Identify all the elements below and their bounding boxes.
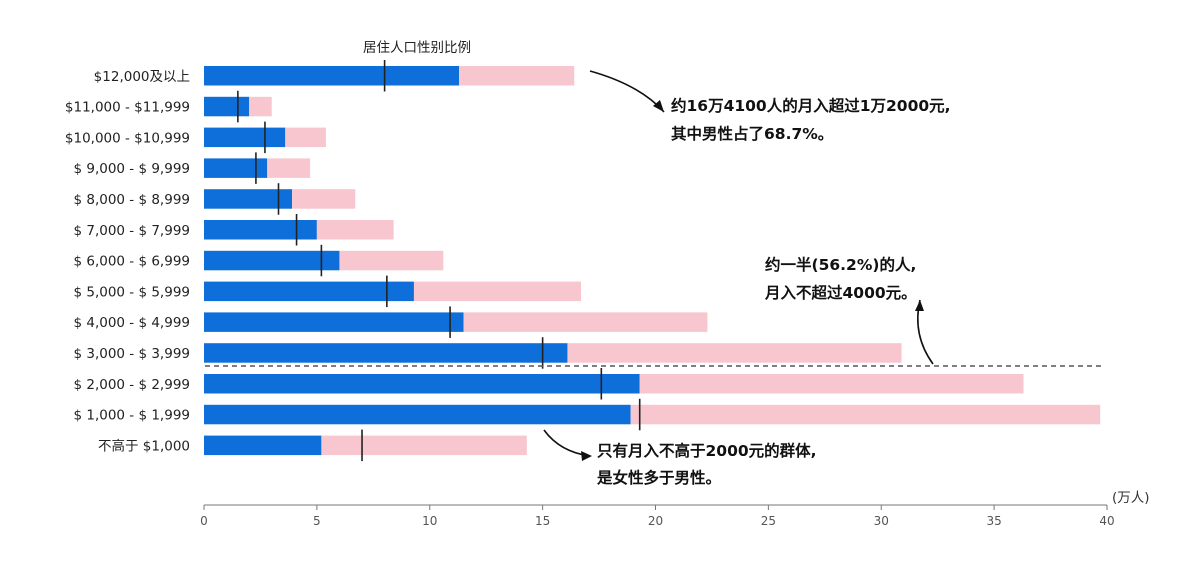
bar-segment-female: [249, 96, 272, 117]
bar-segment-male: [204, 96, 250, 117]
bar-segment-female: [463, 312, 708, 332]
category-labels: $12,000及以上 $11,000 - $11,999 $10,000 - $10…: [65, 69, 190, 455]
category-label: $12,000及以上: [94, 69, 190, 85]
x-axis-tick-label: 35: [986, 514, 1001, 528]
annotation-middle-line1: 约一半(56.2%)的人,: [765, 255, 916, 274]
x-axis-unit-label: (万人): [1112, 490, 1150, 506]
annotation-middle-line2: 月入不超过4000元。: [764, 283, 917, 302]
bar-segment-male: [204, 189, 293, 209]
bar-segment-female: [267, 158, 311, 178]
category-label: $ 3,000 - $ 3,999: [73, 346, 190, 362]
annotation-top-line2: 其中男性占了68.7%。: [671, 124, 833, 143]
x-axis-tick-label: 25: [761, 514, 776, 528]
annotation-bottom-line2: 是女性多于男性。: [596, 468, 721, 487]
bar-segment-male: [204, 404, 631, 425]
bar-segment-male: [204, 435, 322, 456]
annotation-top-line1: 约16万4100人的月入超过1万2000元,: [671, 96, 951, 115]
category-label: $ 2,000 - $ 2,999: [73, 377, 190, 393]
category-label: $10,000 - $10,999: [65, 130, 190, 146]
bar-segment-female: [316, 220, 394, 240]
category-label: $ 5,000 - $ 5,999: [73, 284, 190, 300]
bar-segment-male: [204, 66, 460, 86]
annotation-arrow-middle: [915, 299, 934, 365]
category-label: $11,000 - $11,999: [65, 100, 190, 116]
bar-segment-male: [204, 343, 568, 363]
x-axis-tick-label: 10: [422, 514, 437, 528]
category-label: $ 9,000 - $ 9,999: [73, 161, 190, 177]
bar-segment-female: [413, 281, 582, 302]
category-label: $ 6,000 - $ 6,999: [73, 254, 190, 270]
bar-segment-female: [630, 404, 1101, 425]
bar-segment-female: [459, 66, 575, 86]
ratio-markers: [237, 60, 641, 462]
bar-segment-female: [567, 343, 902, 363]
bar-segment-male: [204, 281, 414, 302]
category-label: 不高于 $1,000: [98, 437, 190, 454]
annotation-arrow-top: [589, 70, 665, 113]
bar-segment-female: [321, 435, 527, 456]
category-label: $ 4,000 - $ 4,999: [73, 315, 190, 331]
category-label: $ 7,000 - $ 7,999: [73, 223, 190, 239]
bars: [204, 66, 1101, 456]
bar-segment-male: [204, 127, 286, 148]
category-label: $ 1,000 - $ 1,999: [73, 408, 190, 424]
bar-segment-male: [204, 158, 268, 178]
bar-segment-female: [339, 250, 444, 271]
x-axis-tick-label: 0: [200, 514, 208, 528]
bar-segment-male: [204, 220, 317, 240]
bar-segment-female: [285, 127, 326, 148]
x-axis: 0 5 10 15 20 25 30 35 40: [200, 504, 1115, 528]
x-axis-tick-label: 5: [313, 514, 321, 528]
x-axis-tick-label: 15: [535, 514, 550, 528]
bar-segment-female: [639, 374, 1024, 394]
bar-segment-male: [204, 374, 640, 394]
annotation-arrow-bottom: [543, 429, 592, 461]
annotation-bottom-line1: 只有月入不高于2000元的群体,: [597, 441, 817, 460]
marker-legend-label: 居住人口性别比例: [363, 40, 471, 56]
bar-segment-female: [292, 189, 356, 209]
x-axis-tick-label: 30: [874, 514, 889, 528]
bar-segment-male: [204, 312, 464, 332]
bar-segment-male: [204, 250, 340, 271]
x-axis-tick-label: 20: [648, 514, 663, 528]
x-axis-tick-label: 40: [1099, 514, 1114, 528]
category-label: $ 8,000 - $ 8,999: [73, 192, 190, 208]
